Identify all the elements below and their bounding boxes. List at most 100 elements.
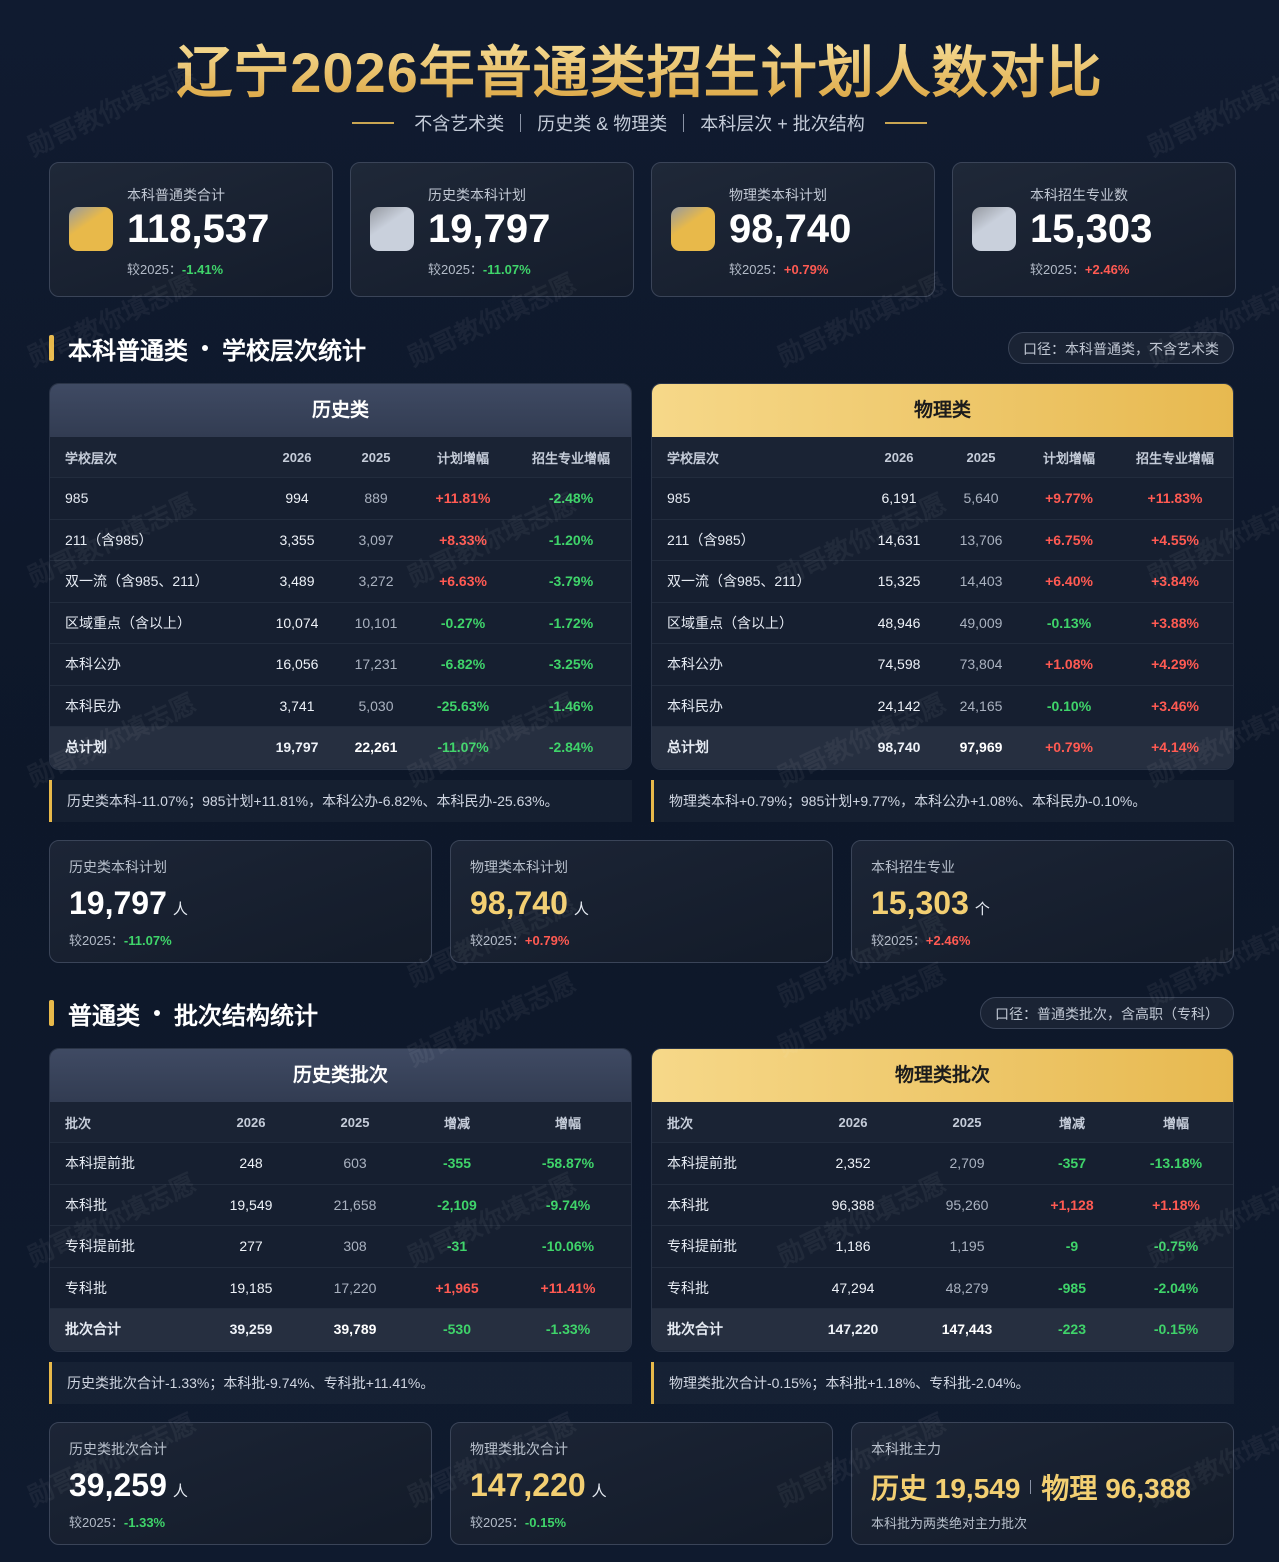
- table-cell: 双一流（含985、211）: [667, 573, 811, 590]
- subtitle-item: 历史类 & 物理类: [537, 114, 668, 134]
- table-cell: -31: [446, 1238, 468, 1255]
- compare-label: 较2025：: [470, 1515, 525, 1530]
- table-cell: +4.55%: [1151, 531, 1199, 548]
- table-cell: +6.40%: [1045, 573, 1093, 590]
- card-compare: 较2025：-1.41%: [127, 259, 223, 278]
- table-cell: 13,706: [959, 531, 1003, 548]
- table-cell: +1,128: [1050, 1196, 1094, 1213]
- table-cell: 19,185: [229, 1279, 273, 1296]
- table-cell: 21,658: [333, 1196, 377, 1213]
- card-label: 本科招生专业: [871, 859, 955, 875]
- table-cell: +9.77%: [1045, 490, 1093, 507]
- card-parts: 历史 19,549 物理 96,388: [871, 1467, 1214, 1507]
- stat-card: 本科批主力 历史 19,549 物理 96,388 本科批为两类绝对主力批次: [851, 1422, 1234, 1545]
- table-note: 物理类本科+0.79%；985计划+9.77%，本科公办+1.08%、本科民办-…: [651, 780, 1234, 822]
- table-cell: 39,259: [229, 1321, 273, 1338]
- table-cell: 48,279: [945, 1279, 989, 1296]
- section-dot: [202, 345, 208, 351]
- subtitle-separator: [520, 114, 522, 132]
- column-header: 2025: [952, 1114, 982, 1130]
- value-unit: 人: [172, 901, 188, 918]
- table-cell: 73,804: [959, 656, 1003, 673]
- table-cell: -1.33%: [545, 1321, 591, 1338]
- compare-label: 较2025：: [69, 1515, 124, 1530]
- scope-pill: 口径：本科普通类，不含艺术类: [1008, 332, 1234, 364]
- table-row: 双一流（含985、211） 3,489 3,272 +6.63% -3.79%: [50, 561, 631, 603]
- card-compare: 较2025：+2.46%: [1030, 259, 1129, 278]
- card-compare: 较2025：+0.79%: [470, 930, 813, 949]
- table-cell: -355: [442, 1155, 472, 1172]
- table-row: 批次合计 147,220 147,443 -223 -0.15%: [652, 1309, 1233, 1351]
- value-number: 15,303: [871, 885, 969, 921]
- table-row: 专科提前批 1,186 1,195 -9 -0.75%: [652, 1226, 1233, 1268]
- table-cell: 本科公办: [65, 656, 121, 673]
- card-value: 118,537: [127, 207, 270, 251]
- table-cell: 批次合计: [65, 1321, 121, 1338]
- compare-change: +2.46%: [925, 933, 971, 948]
- value-number: 147,220: [470, 1467, 586, 1503]
- table-row: 本科民办 24,142 24,165 -0.10% +3.46%: [652, 686, 1233, 727]
- table-cell: 专科提前批: [667, 1238, 737, 1255]
- compare-label: 较2025：: [127, 262, 182, 277]
- table-row: 本科公办 16,056 17,231 -6.82% -3.25%: [50, 644, 631, 686]
- compare-label: 较2025：: [69, 933, 124, 948]
- column-header: 增减: [443, 1115, 470, 1131]
- compare-label: 较2025：: [428, 262, 483, 277]
- card-label: 历史类本科计划: [69, 859, 167, 875]
- card-compare: 较2025：-11.07%: [69, 930, 412, 949]
- column-header: 2025: [966, 449, 996, 465]
- compare-label: 较2025：: [729, 262, 784, 277]
- table-cell: +4.14%: [1151, 739, 1199, 756]
- compare-label: 较2025：: [871, 933, 926, 948]
- table-cell: 603: [343, 1155, 367, 1172]
- table-cell: 10,101: [354, 614, 398, 631]
- table-cell: 994: [285, 490, 309, 507]
- table-row: 专科提前批 277 308 -31 -10.06%: [50, 1226, 631, 1268]
- card-value: 19,797: [428, 207, 551, 251]
- table-cell: 1,186: [835, 1238, 871, 1255]
- summary-card: 历史类本科计划 19,797 较2025：-11.07%: [350, 162, 634, 297]
- table-cell: 3,741: [279, 697, 315, 714]
- stat-card: 本科招生专业 15,303 个较2025：+2.46%: [851, 840, 1234, 963]
- card-icon: [69, 207, 113, 251]
- summary-card: 本科普通类合计 118,537 较2025：-1.41%: [49, 162, 333, 297]
- section-bar: [49, 335, 54, 361]
- column-header: 增幅: [1162, 1115, 1189, 1131]
- compare-label: 较2025：: [1030, 262, 1085, 277]
- card-compare: 较2025：-0.15%: [470, 1512, 813, 1531]
- column-header: 计划增幅: [436, 450, 489, 466]
- table-cell: 专科批: [667, 1279, 709, 1296]
- compare-change: -1.33%: [123, 1515, 166, 1530]
- table-cell: +1.08%: [1045, 656, 1093, 673]
- table-cell: 985: [667, 490, 691, 507]
- table-cell: 10,074: [275, 614, 319, 631]
- table-cell: 15,325: [877, 573, 921, 590]
- card-value: 19,797 人: [69, 885, 412, 922]
- table-cell: 97,969: [959, 739, 1003, 756]
- table-cell: -223: [1057, 1321, 1087, 1338]
- column-header: 2026: [884, 449, 914, 465]
- table-cell: 17,231: [354, 656, 398, 673]
- table-header-row: 学校层次 2026 2025 计划增幅 招生专业增幅: [652, 437, 1233, 478]
- table-cell: 147,443: [941, 1321, 993, 1338]
- stat-card: 物理类本科计划 98,740 人较2025：+0.79%: [450, 840, 833, 963]
- value-number: 98,740: [470, 885, 568, 921]
- table-row: 总计划 98,740 97,969 +0.79% +4.14%: [652, 727, 1233, 769]
- card-icon: [972, 207, 1016, 251]
- title: 辽宁2026年普通类招生计划人数对比: [0, 28, 1279, 109]
- column-header: 学校层次: [667, 450, 720, 466]
- table-cell: 本科提前批: [667, 1155, 737, 1172]
- section-title: 普通类: [68, 1002, 140, 1030]
- table-cell: 48,946: [877, 614, 921, 631]
- compare-change: -0.15%: [524, 1515, 567, 1530]
- column-header: 2026: [236, 1114, 266, 1130]
- table-cell: 总计划: [667, 739, 709, 756]
- table-cell: 本科民办: [667, 697, 723, 714]
- card-icon: [671, 207, 715, 251]
- compare-change: -11.07%: [123, 933, 172, 948]
- table-cell: +6.63%: [439, 573, 487, 590]
- column-header: 2025: [340, 1114, 370, 1130]
- table-cell: -1.20%: [548, 531, 594, 548]
- table-cell: -3.79%: [548, 573, 594, 590]
- section-header: 普通类 批次结构统计: [49, 997, 318, 1030]
